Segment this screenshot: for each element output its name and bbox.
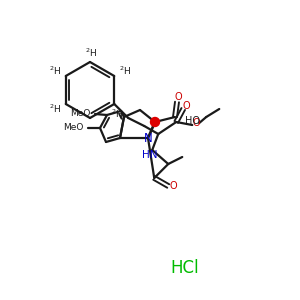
Text: O: O xyxy=(169,181,177,191)
Text: MeO: MeO xyxy=(63,124,83,133)
Text: $^{2}$H: $^{2}$H xyxy=(111,108,123,120)
Text: O: O xyxy=(182,101,190,111)
Text: MeO: MeO xyxy=(70,110,90,118)
Text: N: N xyxy=(144,131,152,145)
Text: HCl: HCl xyxy=(171,259,199,277)
Text: O: O xyxy=(192,118,200,128)
Text: $^{2}$H: $^{2}$H xyxy=(49,103,61,115)
Text: $^{2}$H: $^{2}$H xyxy=(85,47,97,59)
Text: O: O xyxy=(174,92,182,102)
Text: $^{2}$H: $^{2}$H xyxy=(119,65,131,77)
Text: HN: HN xyxy=(142,150,158,160)
Text: $^{2}$H: $^{2}$H xyxy=(49,65,61,77)
Text: HO: HO xyxy=(185,116,200,126)
Circle shape xyxy=(151,118,160,127)
